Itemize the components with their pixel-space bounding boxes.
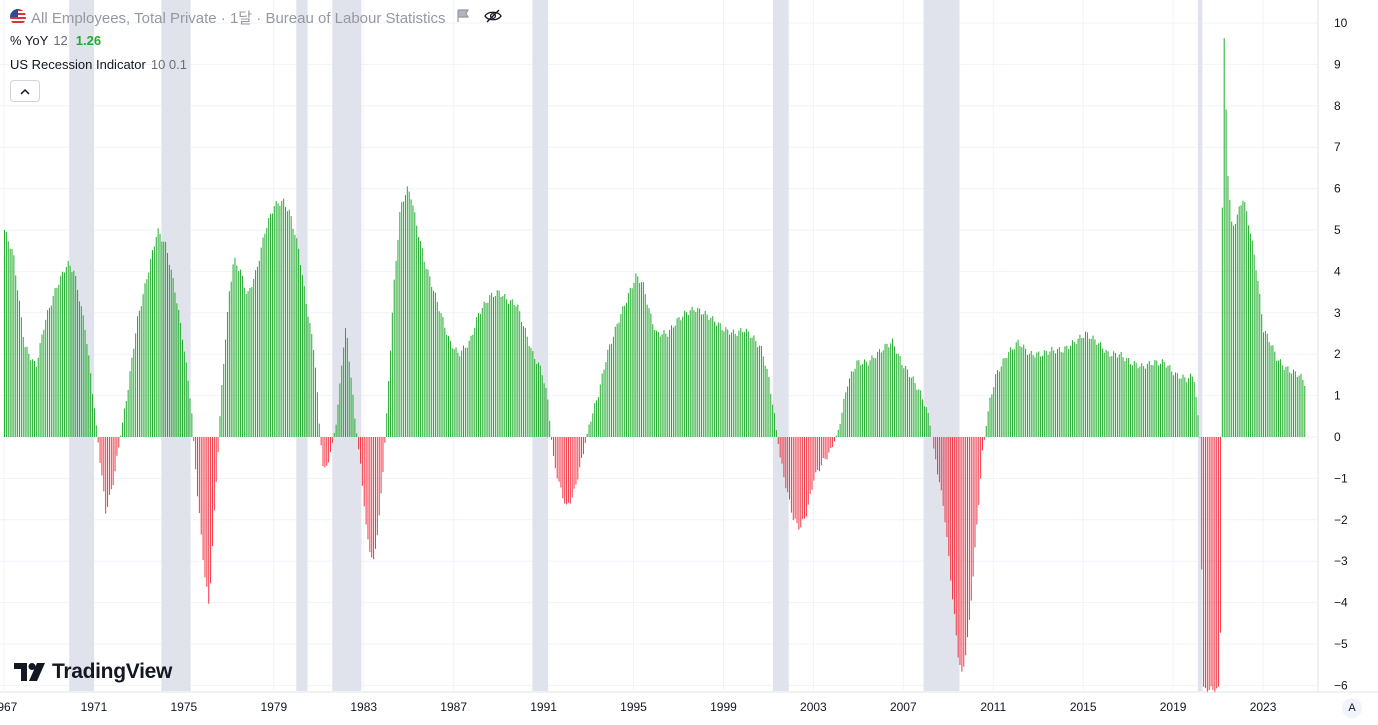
indicator-recession-params: 10 0.1 (150, 56, 187, 72)
y-tick-label: −2 (1334, 513, 1348, 527)
indicator-yoy-name: % YoY (10, 32, 49, 48)
x-tick-label: 1991 (530, 700, 557, 714)
y-tick-label: 4 (1334, 264, 1341, 278)
x-tick-label: 1979 (260, 700, 287, 714)
x-tick-label: 2007 (890, 700, 917, 714)
x-tick-label: 1995 (620, 700, 647, 714)
y-tick-label: −3 (1334, 554, 1348, 568)
x-tick-label: 1971 (81, 700, 108, 714)
chevron-up-icon (20, 88, 30, 95)
flag-icon[interactable] (456, 8, 470, 26)
recession-band (532, 0, 549, 691)
y-tick-label: −5 (1334, 637, 1348, 651)
x-tick-label: 1983 (350, 700, 377, 714)
collapse-legend-button[interactable] (10, 80, 40, 102)
x-tick-label: 2023 (1250, 700, 1277, 714)
y-tick-label: 0 (1334, 430, 1341, 444)
y-tick-label: 7 (1334, 140, 1341, 154)
series-header: All Employees, Total Private · 1달 · Bure… (10, 6, 502, 28)
tradingview-logo[interactable]: TradingView (14, 660, 172, 684)
hide-eye-icon[interactable] (483, 9, 502, 26)
indicator-recession-name: US Recession Indicator (10, 56, 146, 72)
series-title[interactable]: All Employees, Total Private · 1달 · Bure… (31, 9, 446, 27)
recession-band (1197, 0, 1203, 691)
y-tick-label: 6 (1334, 182, 1341, 196)
y-tick-label: −1 (1334, 471, 1348, 485)
indicator-recession[interactable]: US Recession Indicator 10 0.1 (10, 52, 502, 76)
indicator-yoy-param: 12 (53, 32, 68, 48)
recession-band (923, 0, 960, 691)
chart-legend: All Employees, Total Private · 1달 · Bure… (10, 6, 502, 102)
recession-band (772, 0, 789, 691)
x-tick-label: 1967 (0, 700, 18, 714)
y-tick-label: 8 (1334, 99, 1341, 113)
y-tick-label: 3 (1334, 306, 1341, 320)
y-tick-label: 1 (1334, 389, 1341, 403)
x-tick-label: 2003 (800, 700, 827, 714)
x-tick-label: 1987 (440, 700, 467, 714)
x-tick-label: 2015 (1070, 700, 1097, 714)
tradingview-logo-text: TradingView (52, 660, 173, 683)
y-tick-label: 9 (1334, 57, 1341, 71)
y-tick-label: 5 (1334, 223, 1341, 237)
x-tick-label: 1975 (171, 700, 198, 714)
tradingview-logo-icon (14, 663, 45, 681)
us-flag-icon (10, 9, 26, 25)
x-tick-label: 2011 (980, 700, 1006, 714)
x-tick-label: 2019 (1160, 700, 1187, 714)
y-tick-label: −4 (1334, 596, 1348, 610)
y-tick-label: 10 (1334, 16, 1348, 30)
auto-scale-button[interactable]: A (1342, 698, 1362, 718)
x-tick-label: 1999 (710, 700, 737, 714)
indicator-yoy[interactable]: % YoY 12 1.26 (10, 28, 502, 52)
recession-band (161, 0, 191, 691)
y-tick-label: −6 (1334, 678, 1348, 692)
y-tick-label: 2 (1334, 347, 1341, 361)
indicator-yoy-value: 1.26 (75, 32, 102, 48)
